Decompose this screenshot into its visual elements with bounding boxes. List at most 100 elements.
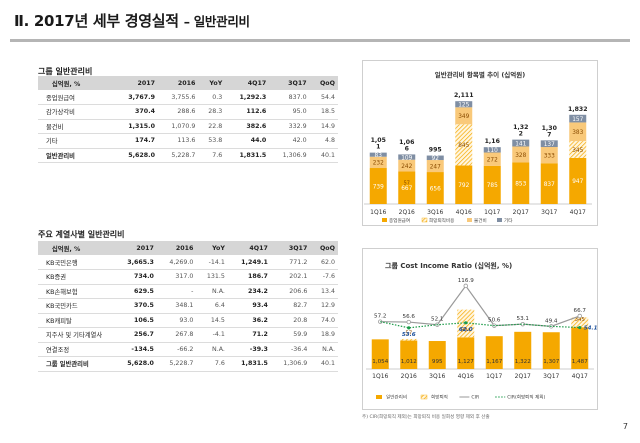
table-cell: -36.4	[270, 342, 311, 357]
bar-total-label: 1,30	[542, 125, 558, 132]
cir-excl-point	[578, 325, 582, 330]
table-cell: -134.5	[114, 342, 157, 357]
bar-value-label: 383	[572, 130, 583, 136]
header-cell: QoQ	[309, 76, 338, 90]
table-row: KB국민은행 3,665.3 4,269.0 -14.1 1,249.1 771.2 62.…	[38, 255, 338, 270]
table-cell: 59.9	[270, 327, 311, 343]
hatch-value-label: 57	[405, 331, 412, 337]
table-cell: 256.7	[114, 327, 157, 343]
bar-value-label: 141	[515, 141, 526, 147]
x-tick-label: 2Q17	[513, 209, 529, 216]
row-label: KB국민은행	[38, 255, 114, 270]
table-row: KB증권 734.0 317.0 131.5 186.7 202.1 -7.6	[38, 269, 338, 285]
table-row: 감가상각비 370.4 288.6 28.3 112.6 95.0 18.5	[38, 104, 338, 120]
table-cell: 4.8	[309, 133, 338, 149]
bar-value-label: 110	[487, 148, 498, 154]
header-cell: 3Q17	[269, 76, 310, 90]
bar	[400, 340, 418, 369]
table-cell: 288.6	[157, 104, 199, 120]
x-tick-label: 1Q17	[486, 373, 502, 380]
table-cell: 5,628.0	[114, 356, 157, 372]
bar-total-label: 2	[519, 131, 523, 138]
cir-excl-point	[464, 321, 468, 325]
bar-total-label: 1	[376, 144, 380, 151]
table-cell: 74.0	[310, 313, 338, 328]
header-cell: 2016	[156, 241, 197, 255]
legend-swatch	[382, 218, 387, 222]
bar-value-label: 785	[487, 183, 498, 189]
bar-segment	[398, 154, 416, 160]
bar-value-label: 1,307	[543, 359, 559, 365]
x-tick-label: 1Q17	[484, 209, 500, 216]
header-cell: YoY	[198, 76, 226, 90]
header-cell: 2017	[114, 76, 158, 90]
cir-point	[463, 283, 468, 289]
table-cell: 1,249.1	[227, 255, 271, 270]
table-row: 지주사 및 기타계열사 256.7 267.8 -4.1 71.2 59.9 18.9	[38, 327, 338, 343]
bar-value-label: 792	[458, 183, 469, 189]
hatch-value-label: 984	[461, 327, 472, 333]
header-cell: YoY	[196, 241, 228, 255]
bar-segment	[369, 152, 387, 157]
bar-value-label: 1,012	[401, 359, 417, 365]
table-cell: 771.2	[270, 255, 311, 270]
x-tick-label: 4Q17	[572, 373, 588, 380]
table-cell: 5,628.0	[114, 147, 158, 163]
bar-segment	[455, 165, 473, 204]
legend-swatch	[420, 394, 428, 400]
table1-title: 그룹 일반관리비	[38, 67, 93, 76]
row-label: KB증권	[38, 269, 114, 285]
x-tick-label: 3Q17	[541, 209, 557, 216]
cir-label: 56.6	[403, 314, 416, 320]
bar-value-label: 345	[572, 148, 583, 154]
table-cell: 0.3	[198, 90, 226, 105]
table-row: 연결조정 -134.5 -66.2 N.A. -39.3 -36.4 N.A.	[38, 342, 338, 357]
page-title: Ⅱ. 2017년 세부 경영실적 – 일반관리비	[14, 10, 250, 31]
legend-swatch	[376, 395, 382, 399]
table-cell: 18.9	[310, 327, 338, 343]
bar	[457, 337, 475, 369]
table-cell: 62.0	[310, 255, 338, 270]
bar-total-label: 2,111	[454, 92, 474, 99]
cir-excl-point	[407, 326, 411, 330]
table-cell: 7.6	[196, 356, 228, 372]
bar-value-label: 247	[430, 164, 441, 170]
row-label: KB국민카드	[38, 298, 114, 314]
bar	[514, 331, 532, 369]
legend-label: 희망퇴직비용	[429, 217, 454, 224]
table-row: KB캐피탈 106.5 93.0 14.5 36.2 20.8 74.0	[38, 313, 338, 328]
cir-label: 116.9	[458, 278, 474, 284]
bar	[571, 327, 589, 369]
bar-segment	[569, 141, 587, 158]
chart1-title: 일반관리비 항목별 추이 (십억원)	[434, 71, 526, 79]
title-rule	[10, 39, 630, 42]
sga-breakdown-chart: 739 232 83 1,051 1Q16 667 242 109 57 1,066 2Q16 656…	[364, 92, 592, 224]
bar-segment	[569, 114, 587, 123]
cir-label: 50.6	[488, 318, 501, 324]
bar-value-label: 349	[458, 114, 469, 120]
bar-value-label: 837	[544, 182, 555, 188]
table-cell: 53.8	[198, 133, 226, 149]
table-cell: 42.0	[269, 133, 310, 149]
bar-value-label: 656	[430, 186, 441, 192]
bar-value-label: 1,487	[572, 359, 588, 365]
bar-value-label: 995	[432, 359, 443, 365]
header-cell: 3Q17	[270, 241, 311, 255]
table-cell: 13.4	[310, 284, 338, 299]
legend-label: 일반관리비	[386, 394, 407, 401]
table-cell: 131.5	[196, 269, 228, 285]
table-cell: -39.3	[227, 342, 271, 357]
table-row: 기타 174.7 113.6 53.8 44.0 42.0 4.8	[38, 133, 338, 149]
bar-value-label: 328	[515, 153, 526, 159]
cir-line	[380, 284, 580, 327]
bar-segment	[540, 147, 558, 164]
cir-point	[577, 313, 582, 319]
bar-segment	[369, 168, 387, 204]
bar-value-label: 57	[404, 180, 410, 186]
table-cell: 382.6	[225, 119, 270, 134]
legend-swatch	[421, 217, 428, 223]
table-cell: 5,228.7	[156, 356, 197, 372]
header-cell: 십억원, %	[38, 76, 114, 90]
bar-segment	[426, 160, 444, 173]
bar-total-label: 1,832	[568, 106, 588, 113]
